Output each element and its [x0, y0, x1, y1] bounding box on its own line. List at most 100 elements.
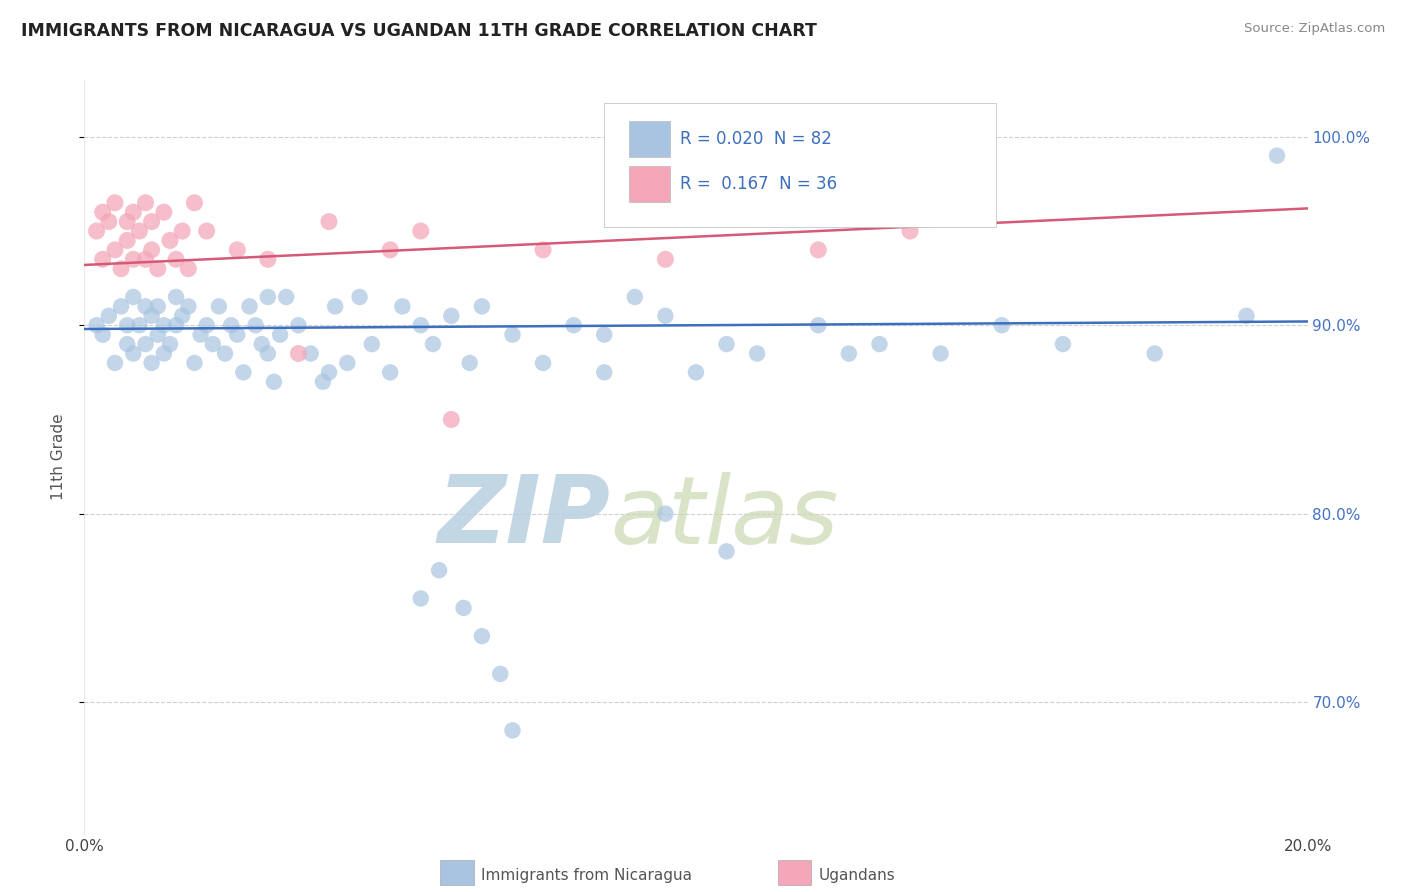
- Point: [97, 214, 120, 228]
- Point: [489, 666, 512, 681]
- Point: [86, 224, 108, 238]
- Point: [440, 309, 463, 323]
- Point: [219, 318, 242, 333]
- Point: [531, 243, 554, 257]
- Point: [287, 346, 309, 360]
- Point: [122, 346, 145, 360]
- Point: [654, 309, 676, 323]
- Point: [716, 544, 738, 558]
- Point: [409, 318, 432, 333]
- Point: [183, 195, 205, 210]
- Point: [624, 290, 647, 304]
- Point: [226, 327, 249, 342]
- Point: [208, 300, 231, 314]
- Point: [128, 318, 150, 333]
- Point: [838, 346, 860, 360]
- Point: [201, 337, 224, 351]
- Y-axis label: 11th Grade: 11th Grade: [51, 414, 66, 500]
- Point: [1052, 337, 1074, 351]
- Point: [427, 563, 450, 577]
- Point: [165, 290, 187, 304]
- Point: [190, 327, 212, 342]
- Point: [458, 356, 481, 370]
- Point: [214, 346, 236, 360]
- Point: [153, 205, 176, 219]
- Point: [654, 252, 676, 267]
- Point: [122, 205, 145, 219]
- Point: [269, 327, 291, 342]
- Text: ZIP: ZIP: [437, 472, 610, 564]
- Point: [115, 337, 138, 351]
- Point: [195, 224, 218, 238]
- Point: [146, 327, 169, 342]
- Point: [122, 290, 145, 304]
- Point: [122, 252, 145, 267]
- Point: [440, 412, 463, 426]
- Point: [453, 600, 475, 615]
- Point: [747, 346, 769, 360]
- Point: [531, 356, 554, 370]
- Point: [593, 365, 616, 379]
- FancyBboxPatch shape: [628, 121, 671, 157]
- Point: [165, 252, 187, 267]
- Point: [380, 243, 402, 257]
- Point: [318, 365, 340, 379]
- Point: [104, 243, 127, 257]
- Point: [929, 346, 952, 360]
- Point: [312, 375, 335, 389]
- Point: [110, 261, 132, 276]
- Point: [562, 318, 585, 333]
- Point: [141, 356, 163, 370]
- Point: [97, 309, 120, 323]
- Point: [422, 337, 444, 351]
- Point: [183, 356, 205, 370]
- Point: [135, 337, 157, 351]
- Point: [104, 356, 127, 370]
- Point: [409, 591, 432, 606]
- Point: [299, 346, 322, 360]
- Point: [86, 318, 108, 333]
- Point: [391, 300, 413, 314]
- Point: [115, 234, 138, 248]
- Point: [250, 337, 273, 351]
- Point: [502, 723, 524, 738]
- Point: [226, 243, 249, 257]
- Point: [685, 365, 707, 379]
- Point: [141, 243, 163, 257]
- Point: [141, 309, 163, 323]
- Point: [287, 318, 309, 333]
- Point: [1265, 148, 1288, 162]
- Point: [323, 300, 346, 314]
- Point: [115, 214, 138, 228]
- Point: [172, 309, 194, 323]
- Point: [91, 327, 114, 342]
- Point: [238, 300, 260, 314]
- Point: [263, 375, 285, 389]
- Point: [153, 346, 176, 360]
- Point: [991, 318, 1014, 333]
- Point: [153, 318, 176, 333]
- Point: [91, 205, 114, 219]
- Point: [146, 261, 169, 276]
- Point: [807, 318, 830, 333]
- Point: [257, 346, 280, 360]
- Point: [257, 290, 280, 304]
- Point: [135, 195, 157, 210]
- Point: [336, 356, 359, 370]
- Text: Immigrants from Nicaragua: Immigrants from Nicaragua: [481, 869, 692, 883]
- Point: [380, 365, 402, 379]
- Text: R =  0.167  N = 36: R = 0.167 N = 36: [681, 176, 837, 194]
- Point: [1236, 309, 1258, 323]
- Point: [1143, 346, 1166, 360]
- Point: [115, 318, 138, 333]
- Point: [360, 337, 382, 351]
- Point: [898, 224, 921, 238]
- Point: [593, 327, 616, 342]
- Point: [104, 195, 127, 210]
- Text: Ugandans: Ugandans: [818, 869, 896, 883]
- Point: [502, 327, 524, 342]
- FancyBboxPatch shape: [605, 103, 995, 227]
- Point: [159, 337, 181, 351]
- Point: [135, 300, 157, 314]
- Point: [128, 224, 150, 238]
